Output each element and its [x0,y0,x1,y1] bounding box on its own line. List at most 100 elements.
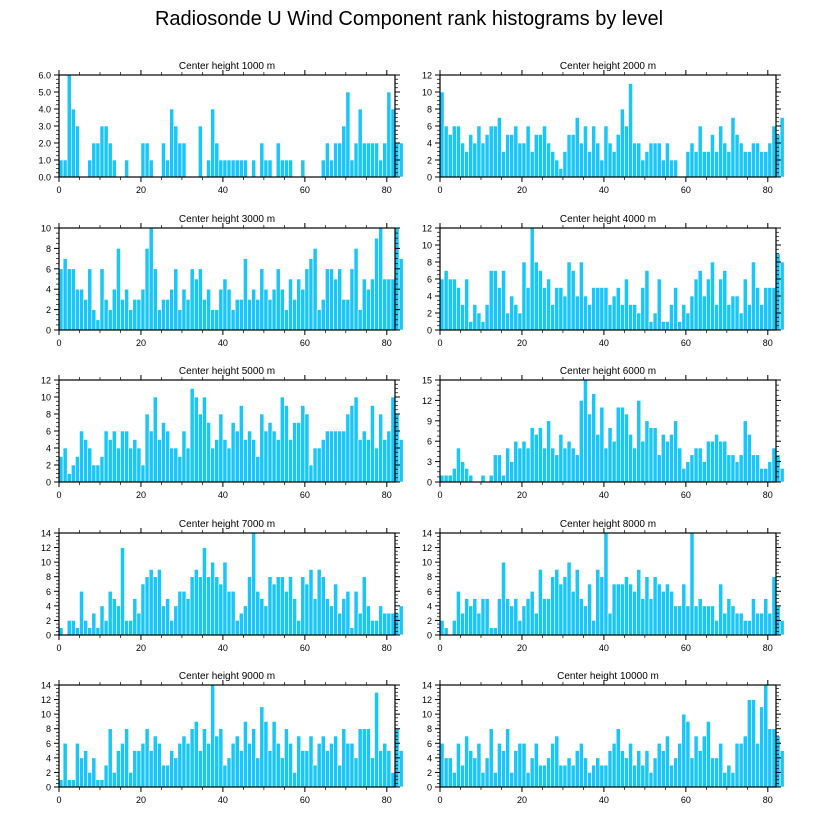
bar [492,270,498,331]
bar [488,728,494,788]
bar [111,598,117,636]
bar [460,612,465,636]
bar [595,569,601,636]
y-tick-label: 0 [46,326,51,336]
bar [603,287,609,331]
bar [451,278,457,331]
bar [120,742,125,788]
bar [198,125,203,178]
bar [345,299,351,331]
bar [222,159,228,178]
bar [546,757,551,788]
bar [722,440,728,483]
bar [538,569,543,636]
y-tick-label: 0 [46,478,51,488]
bar [263,159,269,178]
y-tick-label: 14 [422,529,432,539]
bar [554,569,560,636]
bar [755,287,760,331]
bar [390,278,396,331]
bar [382,612,388,636]
bar [767,461,773,483]
bar [189,388,195,483]
bar [628,583,633,636]
bar [755,454,760,483]
bar [755,142,760,178]
bar [349,159,355,178]
bar [697,125,703,178]
bar [103,620,109,636]
bar [189,728,195,788]
bar [660,321,666,331]
bar [62,742,68,788]
bar [230,159,236,178]
x-tick-label: 0 [56,643,61,653]
bar [325,598,330,636]
bar [501,561,506,636]
x-tick-label: 0 [56,795,61,805]
bar [468,134,474,178]
bar [566,134,572,178]
bar [456,125,461,178]
bar [542,447,547,483]
bar [382,142,388,178]
bar [320,299,326,331]
x-tick-label: 80 [382,490,392,500]
bar [193,569,199,636]
bar [562,447,568,483]
bar [714,620,719,636]
bar [304,268,310,331]
bar [177,142,183,178]
bar [185,598,191,636]
bar [484,598,490,636]
bar [288,439,293,483]
bar [648,772,654,788]
bar [476,312,482,331]
bar [173,125,179,178]
bar [103,430,109,483]
bar [447,474,453,483]
bar [587,304,592,331]
bar [546,598,551,636]
y-tick-label: 4 [46,753,51,763]
bar [734,295,740,331]
bar [198,268,203,331]
bar [296,735,302,788]
bar [148,227,154,331]
bar [525,287,531,331]
bar [107,728,113,788]
bar [734,612,740,636]
bar [595,757,601,788]
bar [226,159,232,178]
bar [550,576,556,636]
bar [87,772,93,788]
bar [390,108,396,178]
bar [484,304,490,331]
bar [152,268,158,331]
bar [566,561,572,636]
bar [554,159,560,178]
bar [525,125,531,178]
y-tick-label: 12 [41,543,51,553]
x-tick-label: 40 [599,185,609,195]
bar [771,447,777,483]
bar [718,583,724,636]
bar [742,278,748,331]
bar [386,430,392,483]
bar [550,447,556,483]
bar [140,288,146,331]
bar [279,288,285,331]
bar [353,142,359,178]
bar [615,134,621,178]
bar [693,447,699,483]
bar [755,612,760,636]
bar [574,569,580,636]
bar [533,261,539,331]
bar [529,590,535,636]
bar [148,430,154,483]
bar [492,772,498,788]
bar [337,764,343,788]
bar [341,430,347,483]
bar [234,430,240,483]
bar [296,422,302,483]
